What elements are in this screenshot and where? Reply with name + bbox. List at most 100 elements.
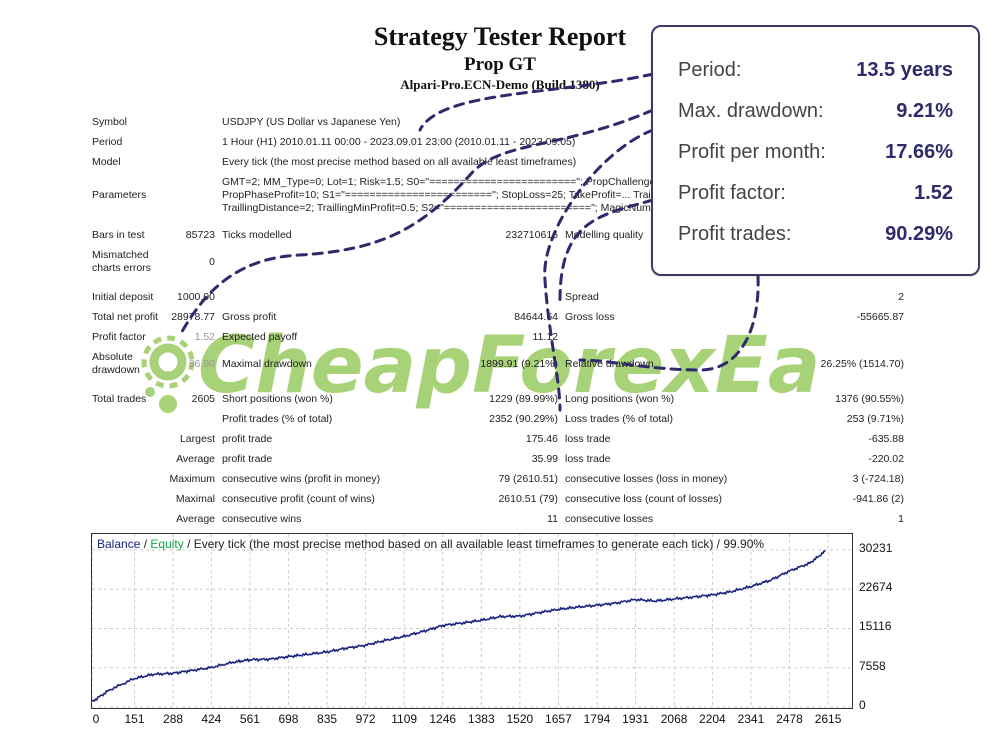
max-cons-losses-label: consecutive losses (loss in money) [565,473,728,485]
parameters-line-2: PropPhaseProfit=10; S1="================… [222,189,709,201]
period-label: Period [92,136,123,148]
spread-value: 2 [898,291,904,303]
abs-dd-label-1: Absolute [92,351,133,363]
legend-equity: Equity [150,537,184,551]
x-tick-label: 1520 [506,712,534,726]
net-profit-value: 28978.77 [171,311,215,323]
expected-payoff-value: 11.12 [532,331,559,343]
legend-separator: / [140,537,151,551]
abs-dd-value: 36.90 [188,358,215,370]
avg-cons-wins-label: consecutive wins [222,513,302,525]
callout-pt-value: 90.29% [885,223,953,245]
x-tick-label: 561 [239,712,260,726]
period-value: 1 Hour (H1) 2010.01.11 00:00 - 2023.09.0… [222,136,576,148]
parameters-label: Parameters [92,189,147,201]
x-tick-label: 2478 [776,712,803,726]
total-trades-label: Total trades [92,393,147,405]
callout-period-label: Period: [678,59,742,81]
largest-loss-label: loss trade [565,433,611,445]
average-profit-value: 35.99 [531,453,558,465]
y-tick-label: 7558 [859,658,886,673]
rel-dd-label: Relative drawdown [565,358,654,370]
maximal-label: Maximal [175,493,215,505]
callout-pf-label: Profit factor: [678,182,786,204]
maximal-cons-loss-label: consecutive loss (count of losses) [565,493,722,505]
short-label: Short positions (won %) [222,393,333,405]
bars-value: 85723 [185,229,215,241]
symbol-value: USDJPY (US Dollar vs Japanese Yen) [222,116,401,128]
y-tick-label: 0 [859,698,866,712]
loss-trades-value: 253 (9.71%) [846,413,904,425]
summary-callout: Period: 13.5 years Max. drawdown: 9.21% … [651,25,980,276]
gross-profit-value: 84644.64 [514,311,558,323]
callout-drawdown-label: Max. drawdown: [678,100,824,122]
chart-legend: Balance / Equity / Every tick (the most … [97,537,764,551]
y-tick-label: 22674 [859,580,893,595]
x-tick-label: 1794 [583,712,611,726]
maximal-cons-profit-value: 2610.51 (79) [498,493,558,505]
profit-factor-value: 1.52 [194,331,215,343]
connector-ppm [558,198,655,302]
mismatched-value: 0 [209,256,215,268]
maximum-label: Maximum [169,473,215,485]
bars-label: Bars in test [92,229,145,241]
max-dd-value: 1899.91 (9.21%) [480,358,558,370]
max-dd-label: Maximal drawdown [222,358,312,370]
rel-dd-value: 26.25% (1514.70) [820,358,904,370]
model-value: Every tick (the most precise method base… [222,156,577,168]
x-tick-label: 1931 [622,712,649,726]
total-trades-value: 2605 [191,393,215,405]
max-cons-wins-value: 79 (2610.51) [498,473,558,485]
mismatched-label-2: charts errors [92,262,151,274]
largest-label: Largest [179,433,215,445]
x-tick-label: 2068 [660,712,688,726]
gross-loss-value: -55665.87 [856,311,904,323]
max-cons-losses-value: 3 (-724.18) [852,473,904,485]
x-tick-label: 1246 [429,712,457,726]
gross-loss-label: Gross loss [565,311,615,323]
x-tick-label: 2204 [699,712,726,726]
gross-profit-label: Gross profit [222,311,277,323]
net-profit-label: Total net profit [92,311,158,323]
ticks-label: Ticks modelled [222,229,292,241]
callout-pt-label: Profit trades: [678,223,792,245]
initial-deposit-label: Initial deposit [92,291,154,303]
maximal-cons-loss-value: -941.86 (2) [852,493,904,505]
series-line-balance [92,549,826,703]
report-title: Strategy Tester Report [373,22,627,51]
loss-trades-label: Loss trades (% of total) [565,413,673,425]
largest-profit-value: 175.46 [525,433,558,445]
model-label: Model [92,156,121,168]
legend-description: / Every tick (the most precise method ba… [183,537,765,551]
callout-drawdown-value: 9.21% [896,100,953,122]
x-tick-label: 1383 [467,712,495,726]
ticks-value: 232710616 [505,229,558,241]
x-tick-label: 424 [201,712,222,726]
average-loss-value: -220.02 [868,453,904,465]
avg-cons-losses-value: 1 [898,513,904,525]
callout-pf-value: 1.52 [914,182,953,204]
x-tick-label: 151 [124,712,145,726]
profit-trades-value: 2352 (90.29%) [489,413,558,425]
y-tick-label: 30231 [859,541,893,555]
x-tick-label: 2615 [814,712,842,726]
callout-period-value: 13.5 years [856,59,953,81]
largest-profit-label: profit trade [222,433,273,445]
callout-ppm-label: Profit per month: [678,141,826,163]
x-tick-label: 972 [355,712,376,726]
x-tick-label: 1657 [545,712,572,726]
profit-factor-label: Profit factor [92,331,146,343]
x-tick-label: 2341 [737,712,765,726]
symbol-label: Symbol [92,116,128,128]
largest-loss-value: -635.88 [868,433,904,445]
max-cons-wins-label: consecutive wins (profit in money) [222,473,381,485]
y-tick-label: 15116 [859,619,892,634]
quality-label: Modelling quality [565,229,644,241]
average-profit-label: profit trade [222,453,273,465]
callout-ppm-value: 17.66% [885,141,953,163]
long-value: 1376 (90.55%) [835,393,904,405]
legend-balance: Balance [97,537,141,551]
balance-chart-plot [92,534,852,708]
x-tick-label: 1109 [391,712,418,726]
average-label: Average [176,453,215,465]
